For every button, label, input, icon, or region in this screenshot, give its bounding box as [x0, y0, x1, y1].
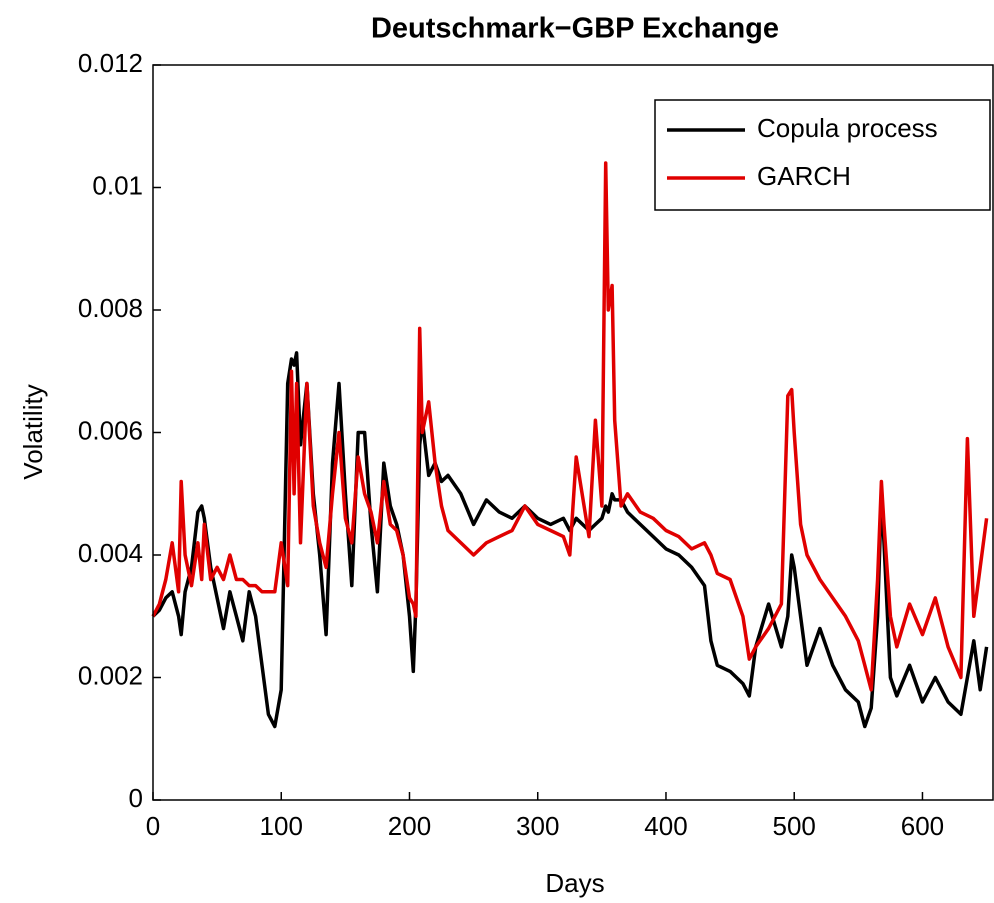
y-tick-label: 0.012	[78, 48, 143, 78]
y-tick-label: 0.01	[92, 170, 143, 200]
y-axis-label: Volatility	[18, 384, 48, 479]
y-tick-label: 0	[129, 783, 143, 813]
series-line	[151, 351, 989, 729]
y-tick-label: 0.004	[78, 538, 143, 568]
chart-title: Deutschmark−GBP Exchange	[371, 13, 779, 45]
x-axis-label: Days	[545, 868, 604, 898]
y-tick-label: 0.002	[78, 660, 143, 690]
x-tick-label: 0	[146, 811, 160, 841]
x-tick-label: 300	[516, 811, 559, 841]
legend-label: GARCH	[757, 161, 851, 191]
x-tick-label: 200	[388, 811, 431, 841]
legend-label: Copula process	[757, 113, 938, 143]
legend-box	[654, 99, 991, 211]
x-tick-label: 400	[644, 811, 687, 841]
series-line	[151, 161, 989, 692]
y-tick-label: 0.006	[78, 415, 143, 445]
x-tick-label: 600	[901, 811, 944, 841]
y-tick-label: 0.008	[78, 293, 143, 323]
plot-frame	[152, 64, 994, 801]
x-tick-label: 100	[260, 811, 303, 841]
x-tick-label: 500	[773, 811, 816, 841]
